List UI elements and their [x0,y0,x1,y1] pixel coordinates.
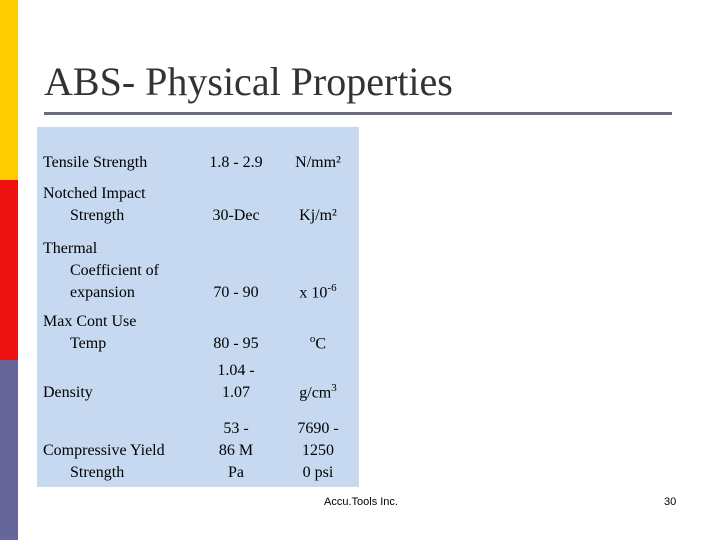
table-cell: Kj/m² [277,177,359,230]
cell-line: 30-Dec [212,207,260,224]
properties-table: Tensile Strength 1.8 - 2.9 N/mm² Notched Im… [37,127,359,487]
cell-line: Max Cont Use [43,313,137,330]
cell-line: 1250 [302,442,334,459]
slide-title: ABS- Physical Properties [44,59,453,104]
cell-line: oC [310,328,326,355]
cell-line: Strength [70,207,125,224]
cell-line: Coefficient of [70,262,160,279]
superscript: -6 [327,281,337,294]
cell-line: x 10-6 [299,277,336,304]
table-cell: 1.04 - 1.07 [195,358,277,407]
cell-line: Strength [70,464,125,481]
cell-line: Pa [228,464,244,481]
table-cell: g/cm3 [277,358,359,407]
cell-line: Tensile Strength [43,154,148,171]
cell-text: g/cm [299,384,332,401]
cell-line: g/cm3 [299,377,337,404]
accent-bar [0,0,18,180]
cell-line: expansion [70,284,135,301]
cell-line: Temp [70,335,107,352]
cell-line: Density [43,384,93,401]
cell-line: Compressive Yield [43,442,165,459]
superscript: o [309,332,316,345]
table-row: Notched Impact Strength 30-Dec Kj/m² [37,177,359,230]
table-cell: 1.8 - 2.9 [195,127,277,177]
page-number: 30 [664,496,677,508]
table-cell: oC [277,307,359,358]
table-cell: 53 - 86 M Pa [195,407,277,487]
superscript: 3 [331,381,337,394]
cell-line: Kj/m² [299,207,337,224]
cell-line: Thermal [43,240,98,257]
cell-line: 70 - 90 [213,284,259,301]
cell-line: N/mm² [295,154,341,171]
cell-line: 86 M [218,442,254,459]
table-cell: 80 - 95 [195,307,277,358]
cell-text: C [315,335,327,352]
table-cell: x 10-6 [277,230,359,307]
accent-bar [0,180,18,360]
table-cell: 70 - 90 [195,230,277,307]
accent-bar [0,360,18,540]
title-underline [44,112,672,115]
cell-line: 80 - 95 [213,335,259,352]
table-cell: 30-Dec [195,177,277,230]
cell-line: Notched Impact [43,185,146,202]
table-row: Density 1.04 - 1.07 g/cm3 [37,358,359,407]
table-row: Compressive Yield Strength 53 - 86 M Pa 7690 … [37,407,359,487]
cell-line: 7690 - [297,420,339,437]
table-cell: Thermal Coefficient of expansion [43,230,195,307]
cell-line: 53 - [223,420,249,437]
cell-line: 1.07 [222,384,250,401]
table-row: Tensile Strength 1.8 - 2.9 N/mm² [37,127,359,177]
table-cell: 7690 - 1250 0 psi [277,407,359,487]
table-row: Max Cont Use Temp 80 - 95 oC [37,307,359,358]
cell-text: x 10 [299,284,328,301]
table-cell: Notched Impact Strength [43,177,195,230]
table-cell: Max Cont Use Temp [43,307,195,358]
table-cell: Compressive Yield Strength [43,407,195,487]
table-cell: Density [43,358,195,407]
footer-company: Accu.Tools Inc. [324,496,398,508]
cell-line: 1.8 - 2.9 [209,154,263,171]
table-cell: N/mm² [277,127,359,177]
table-row: Thermal Coefficient of expansion 70 - 90 x 1… [37,230,359,307]
table-cell: Tensile Strength [43,127,195,177]
cell-line: 1.04 - [217,362,255,379]
cell-line: 0 psi [302,464,334,481]
